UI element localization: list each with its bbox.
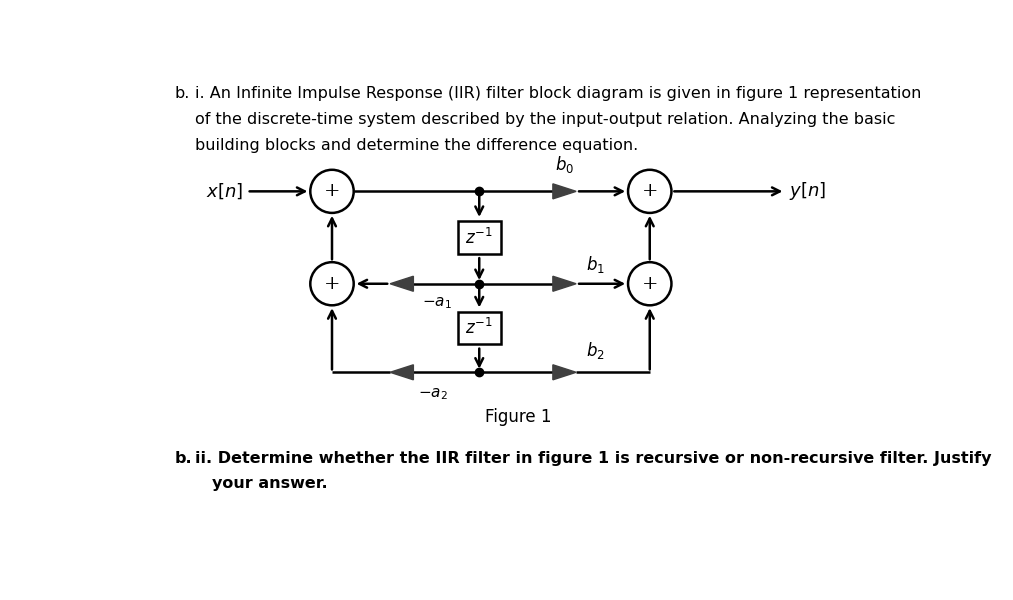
- Text: +: +: [324, 182, 340, 200]
- Text: +: +: [641, 182, 658, 200]
- Circle shape: [310, 170, 354, 213]
- Text: your answer.: your answer.: [212, 476, 327, 491]
- Polygon shape: [553, 184, 576, 199]
- Text: $b_0$: $b_0$: [555, 154, 574, 175]
- Text: $b_1$: $b_1$: [587, 254, 605, 275]
- Text: Figure 1: Figure 1: [485, 408, 551, 426]
- Text: ii. Determine whether the IIR filter in figure 1 is recursive or non-recursive f: ii. Determine whether the IIR filter in …: [194, 451, 992, 466]
- Text: +: +: [324, 275, 340, 293]
- Circle shape: [310, 262, 354, 305]
- Circle shape: [628, 262, 672, 305]
- Circle shape: [628, 170, 672, 213]
- Text: $-a_1$: $-a_1$: [421, 295, 452, 311]
- Text: $z^{-1}$: $z^{-1}$: [465, 227, 493, 248]
- Text: building blocks and determine the difference equation.: building blocks and determine the differ…: [194, 139, 638, 154]
- Text: $z^{-1}$: $z^{-1}$: [465, 318, 493, 338]
- Polygon shape: [553, 276, 576, 291]
- Text: b.: b.: [174, 451, 192, 466]
- Text: +: +: [641, 275, 658, 293]
- Polygon shape: [390, 365, 413, 380]
- Text: $b_2$: $b_2$: [587, 340, 605, 361]
- Bar: [458, 221, 500, 254]
- Text: of the discrete-time system described by the input-output relation. Analyzing th: of the discrete-time system described by…: [194, 112, 895, 127]
- Bar: [458, 312, 500, 344]
- Text: $-a_2$: $-a_2$: [417, 386, 448, 402]
- Text: $x[n]$: $x[n]$: [206, 182, 243, 201]
- Text: i. An Infinite Impulse Response (IIR) filter block diagram is given in figure 1 : i. An Infinite Impulse Response (IIR) fi…: [194, 86, 921, 101]
- Text: b.: b.: [174, 86, 190, 101]
- Text: $y[n]$: $y[n]$: [789, 181, 827, 202]
- Polygon shape: [553, 365, 576, 380]
- Polygon shape: [390, 276, 413, 291]
